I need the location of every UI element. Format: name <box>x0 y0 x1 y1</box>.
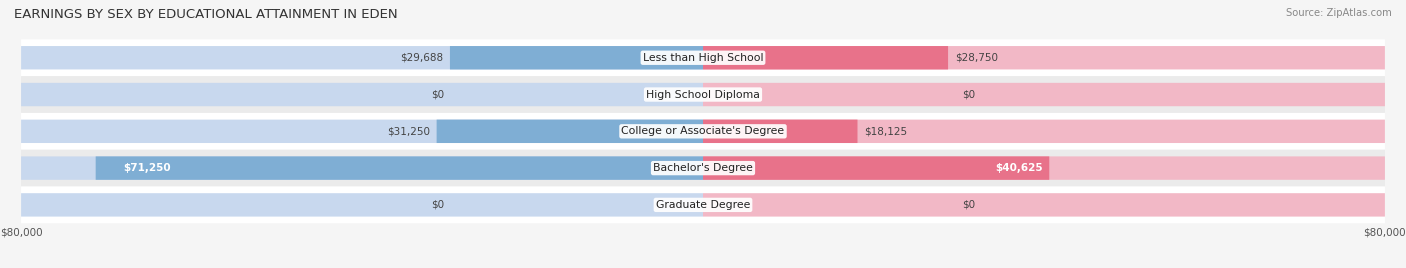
FancyBboxPatch shape <box>21 187 1385 223</box>
FancyBboxPatch shape <box>21 83 703 106</box>
FancyBboxPatch shape <box>21 46 703 69</box>
Text: $0: $0 <box>430 90 444 99</box>
Text: $40,625: $40,625 <box>995 163 1042 173</box>
Text: High School Diploma: High School Diploma <box>647 90 759 99</box>
FancyBboxPatch shape <box>96 157 703 180</box>
FancyBboxPatch shape <box>703 193 1385 217</box>
FancyBboxPatch shape <box>703 120 1385 143</box>
Text: $31,250: $31,250 <box>387 126 430 136</box>
FancyBboxPatch shape <box>21 150 1385 187</box>
Text: $0: $0 <box>430 200 444 210</box>
FancyBboxPatch shape <box>437 120 703 143</box>
FancyBboxPatch shape <box>703 157 1385 180</box>
Text: Less than High School: Less than High School <box>643 53 763 63</box>
Text: $28,750: $28,750 <box>955 53 998 63</box>
FancyBboxPatch shape <box>21 39 1385 76</box>
FancyBboxPatch shape <box>21 113 1385 150</box>
Text: EARNINGS BY SEX BY EDUCATIONAL ATTAINMENT IN EDEN: EARNINGS BY SEX BY EDUCATIONAL ATTAINMEN… <box>14 8 398 21</box>
FancyBboxPatch shape <box>21 120 703 143</box>
Text: $0: $0 <box>962 90 976 99</box>
Text: Graduate Degree: Graduate Degree <box>655 200 751 210</box>
FancyBboxPatch shape <box>703 46 948 69</box>
FancyBboxPatch shape <box>703 46 1385 69</box>
FancyBboxPatch shape <box>703 157 1049 180</box>
Text: $0: $0 <box>962 200 976 210</box>
FancyBboxPatch shape <box>21 76 1385 113</box>
FancyBboxPatch shape <box>703 83 1385 106</box>
Text: $18,125: $18,125 <box>865 126 907 136</box>
Text: $29,688: $29,688 <box>399 53 443 63</box>
Text: $71,250: $71,250 <box>122 163 170 173</box>
FancyBboxPatch shape <box>21 193 703 217</box>
FancyBboxPatch shape <box>21 157 703 180</box>
Text: College or Associate's Degree: College or Associate's Degree <box>621 126 785 136</box>
FancyBboxPatch shape <box>450 46 703 69</box>
FancyBboxPatch shape <box>703 120 858 143</box>
Text: Bachelor's Degree: Bachelor's Degree <box>652 163 754 173</box>
Text: Source: ZipAtlas.com: Source: ZipAtlas.com <box>1286 8 1392 18</box>
